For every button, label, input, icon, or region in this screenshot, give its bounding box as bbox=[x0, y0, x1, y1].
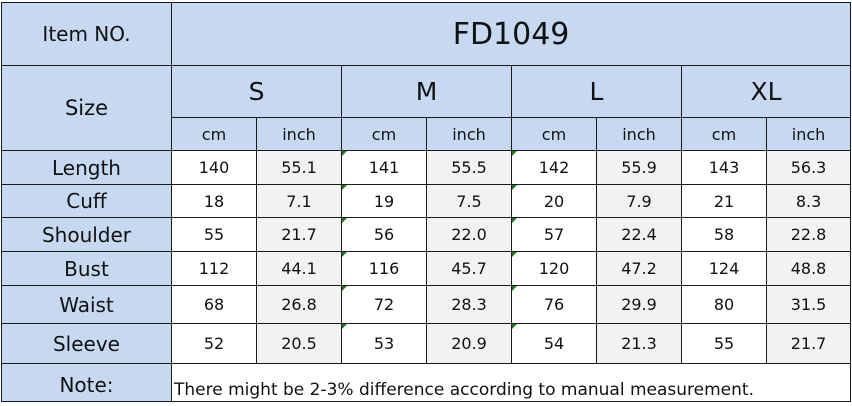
inch-value-cell: 45.7 bbox=[426, 251, 512, 286]
cm-value-cell: 52 bbox=[171, 323, 257, 364]
cm-value-cell: 140 bbox=[171, 150, 257, 185]
measurement-row-sleeve: Sleeve 52 20.5 53 20.9 54 21.3 55 21.7 bbox=[1, 323, 852, 364]
size-name-row: Size S M L XL bbox=[1, 65, 852, 151]
inch-value-cell: 28.3 bbox=[426, 285, 512, 324]
measurement-row-waist: Waist 68 26.8 72 28.3 76 29.9 80 31.5 bbox=[1, 285, 852, 324]
cm-value-cell: 72 bbox=[341, 285, 427, 324]
cm-value-cell: 76 bbox=[511, 285, 597, 324]
cm-value-cell: 68 bbox=[171, 285, 257, 324]
item-number-row: Item NO. FD1049 bbox=[1, 2, 852, 66]
inch-value-cell: 55.9 bbox=[596, 150, 682, 185]
cm-value-cell: 142 bbox=[511, 150, 597, 185]
inch-value-cell: 7.5 bbox=[426, 184, 512, 218]
cm-value-cell: 55 bbox=[171, 217, 257, 252]
cm-value-cell: 20 bbox=[511, 184, 597, 218]
inch-value-cell: 56.3 bbox=[765, 150, 852, 185]
cm-value-cell: 58 bbox=[681, 217, 767, 252]
item-number-label: Item NO. bbox=[1, 2, 172, 66]
cm-value-cell: 116 bbox=[341, 251, 427, 286]
cm-value-cell: 55 bbox=[681, 323, 767, 364]
note-label: Note: bbox=[1, 363, 172, 402]
cm-value-cell: 54 bbox=[511, 323, 597, 364]
inch-value-cell: 21.7 bbox=[256, 217, 342, 252]
size-label: Size bbox=[1, 65, 172, 151]
inch-value-cell: 21.3 bbox=[596, 323, 682, 364]
inch-value-cell: 20.9 bbox=[426, 323, 512, 364]
inch-value-cell: 47.2 bbox=[596, 251, 682, 286]
inch-value-cell: 21.7 bbox=[765, 323, 852, 364]
measurement-row-length: Length 140 55.1 141 55.5 142 55.9 143 56.3 bbox=[1, 150, 852, 185]
unit-header: cm bbox=[681, 117, 767, 151]
cm-value-cell: 80 bbox=[681, 285, 767, 324]
cm-value-cell: 18 bbox=[171, 184, 257, 218]
size-xl-header: XL bbox=[680, 65, 852, 118]
cm-value-cell: 143 bbox=[681, 150, 767, 185]
cm-value-cell: 56 bbox=[341, 217, 427, 252]
inch-value-cell: 8.3 bbox=[765, 184, 852, 218]
inch-value-cell: 20.5 bbox=[256, 323, 342, 364]
measurement-row-cuff: Cuff 18 7.1 19 7.5 20 7.9 21 8.3 bbox=[1, 184, 852, 218]
inch-value-cell: 22.8 bbox=[765, 217, 852, 252]
inch-value-cell: 55.5 bbox=[426, 150, 512, 185]
row-label: Cuff bbox=[1, 184, 172, 218]
row-label: Bust bbox=[1, 251, 172, 286]
cm-value-cell: 124 bbox=[681, 251, 767, 286]
row-label: Sleeve bbox=[1, 323, 172, 364]
inch-value-cell: 22.4 bbox=[596, 217, 682, 252]
unit-row: cm inch cm inch cm inch cm inch bbox=[2, 117, 852, 151]
measurement-row-bust: Bust 112 44.1 116 45.7 120 47.2 124 48.8 bbox=[1, 251, 852, 286]
size-l-header: L bbox=[511, 65, 682, 118]
unit-header: cm bbox=[341, 117, 427, 151]
item-number-value: FD1049 bbox=[170, 2, 852, 66]
unit-header: inch bbox=[426, 117, 512, 151]
cm-value-cell: 19 bbox=[341, 184, 427, 218]
inch-value-cell: 44.1 bbox=[256, 251, 342, 286]
row-label: Shoulder bbox=[1, 217, 172, 252]
note-text: There might be 2-3% difference according… bbox=[170, 363, 852, 402]
size-s-header: S bbox=[171, 65, 342, 118]
inch-value-cell: 26.8 bbox=[256, 285, 342, 324]
inch-value-cell: 7.1 bbox=[256, 184, 342, 218]
inch-value-cell: 22.0 bbox=[426, 217, 512, 252]
unit-header: inch bbox=[596, 117, 682, 151]
unit-header: inch bbox=[765, 117, 852, 151]
cm-value-cell: 112 bbox=[171, 251, 257, 286]
cm-value-cell: 53 bbox=[341, 323, 427, 364]
inch-value-cell: 31.5 bbox=[765, 285, 852, 324]
unit-header: cm bbox=[171, 117, 257, 151]
row-label: Waist bbox=[1, 285, 172, 324]
inch-value-cell: 29.9 bbox=[596, 285, 682, 324]
inch-value-cell: 48.8 bbox=[765, 251, 852, 286]
note-row: Note: There might be 2-3% difference acc… bbox=[1, 363, 852, 402]
size-m-header: M bbox=[341, 65, 512, 118]
measurement-row-shoulder: Shoulder 55 21.7 56 22.0 57 22.4 58 22.8 bbox=[1, 217, 852, 252]
cm-value-cell: 141 bbox=[341, 150, 427, 185]
inch-value-cell: 7.9 bbox=[596, 184, 682, 218]
row-label: Length bbox=[1, 150, 172, 185]
cm-value-cell: 120 bbox=[511, 251, 597, 286]
cm-value-cell: 57 bbox=[511, 217, 597, 252]
cm-value-cell: 21 bbox=[681, 184, 767, 218]
inch-value-cell: 55.1 bbox=[256, 150, 342, 185]
unit-header: inch bbox=[256, 117, 342, 151]
unit-header: cm bbox=[511, 117, 597, 151]
